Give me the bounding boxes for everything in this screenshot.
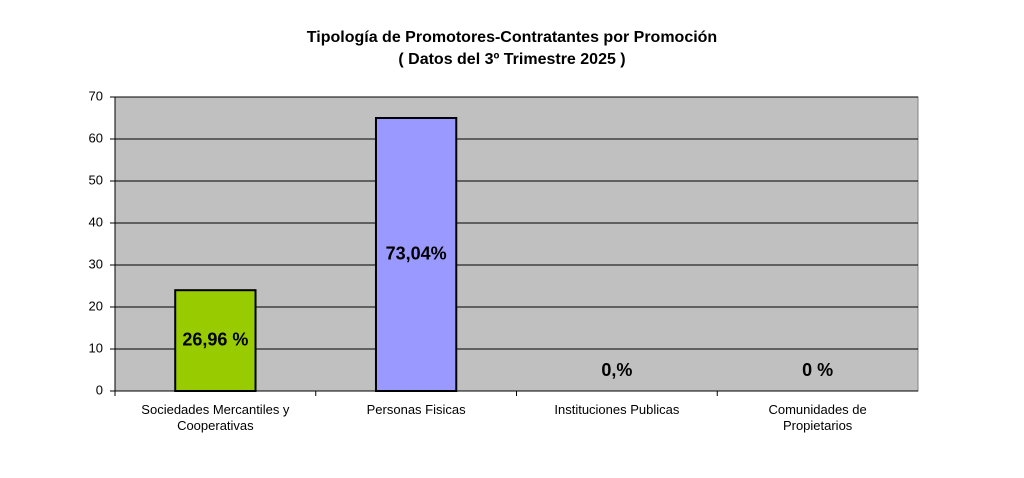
y-tick-label: 60 (89, 130, 103, 145)
bar-annotation: 0,% (601, 360, 632, 380)
x-tick-label: Personas Fisicas (366, 402, 466, 417)
bar-annotation: 0 % (802, 360, 833, 380)
x-tick-label: Instituciones Publicas (554, 402, 680, 417)
y-tick-label: 70 (89, 88, 103, 103)
y-tick-label: 10 (89, 340, 103, 355)
chart-subtitle: ( Datos del 3º Trimestre 2025 ) (398, 51, 625, 68)
y-tick-label: 50 (89, 172, 103, 187)
y-tick-label: 0 (96, 382, 103, 397)
bar-annotation: 26,96 % (182, 329, 248, 349)
y-tick-label: 30 (89, 256, 103, 271)
y-tick-label: 40 (89, 214, 103, 229)
x-tick-label: Sociedades Mercantiles y Cooperativas (141, 402, 290, 433)
chart-title: Tipología de Promotores-Contratantes por… (307, 29, 717, 46)
y-tick-label: 20 (89, 298, 103, 313)
bar (374, 117, 458, 392)
bar (174, 289, 257, 393)
bar-annotation: 73,04% (386, 243, 447, 263)
x-tick-label: Comunidades de Propietarios (768, 402, 867, 433)
